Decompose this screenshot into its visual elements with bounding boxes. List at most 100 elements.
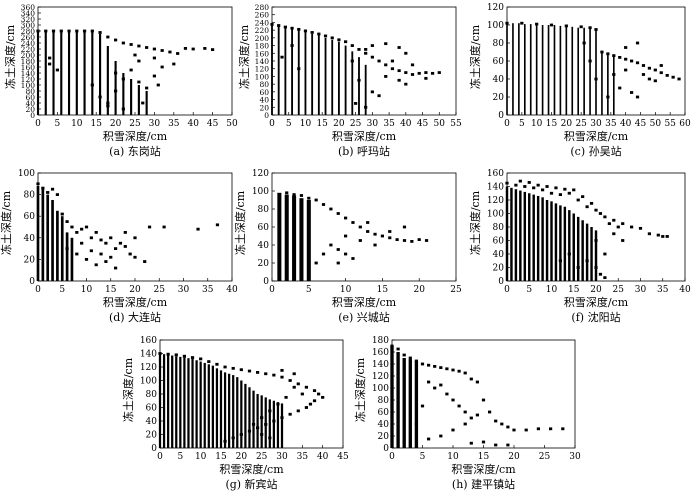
data-point [44, 29, 48, 33]
data-band [532, 194, 535, 281]
data-point [514, 183, 518, 187]
data-point [505, 181, 509, 185]
x-axis-label: 积雪深度/cm [103, 295, 168, 309]
x-tick-label: 0 [389, 452, 395, 462]
y-tick-label: 0 [29, 277, 35, 287]
y-tick-label: 40 [24, 234, 36, 244]
data-point [270, 22, 274, 26]
data-point [283, 25, 287, 29]
data-point [145, 86, 149, 90]
data-band [505, 186, 509, 281]
data-band [183, 357, 186, 448]
y-tick-label: 80 [259, 80, 269, 89]
data-point [370, 90, 374, 94]
chart-caption: (h) 建平镇站 [452, 477, 515, 491]
data-point [55, 193, 59, 196]
y-tick-label: 300 [21, 21, 36, 30]
data-point [621, 239, 625, 242]
y-tick-label: 100 [140, 377, 157, 387]
x-tick-label: 25 [154, 285, 166, 295]
data-point [256, 371, 260, 374]
x-tick-label: 0 [504, 285, 510, 295]
y-tick-label: 20 [24, 255, 36, 265]
data-point [506, 425, 510, 429]
data-point [75, 252, 79, 256]
data-point [600, 50, 604, 54]
data-point [598, 272, 603, 276]
x-tick-label: 30 [178, 285, 190, 295]
data-band [276, 402, 280, 448]
data-point [280, 368, 284, 372]
x-tick-label: 10 [447, 452, 459, 462]
data-point [377, 59, 381, 63]
data-point [402, 239, 407, 242]
x-axis-label: 积雪深度/cm [332, 129, 397, 143]
data-point [536, 427, 540, 431]
x-tick-label: 20 [333, 119, 345, 129]
data-point [80, 227, 84, 231]
data-point [598, 212, 603, 215]
data-point [317, 32, 321, 36]
x-tick-label: 10 [81, 285, 93, 295]
data-point [430, 71, 435, 75]
data-point [129, 43, 133, 46]
data-band [506, 23, 508, 116]
data-point [612, 218, 616, 222]
y-axis-label: 冻土深度/cm [237, 24, 251, 89]
x-tick-label: 50 [434, 119, 446, 129]
x-tick-label: 25 [350, 119, 362, 129]
y-tick-label: 100 [487, 21, 504, 31]
chart-3: 0 5 10 15 20 25 30 35 40 45 50 55 60020406080100120积… [468, 3, 691, 158]
x-tick-label: 35 [657, 285, 669, 295]
y-tick-label: 340 [21, 9, 36, 18]
data-point [397, 69, 401, 73]
data-point [98, 95, 102, 99]
data-point [358, 225, 362, 229]
data-point [523, 185, 527, 188]
data-point [594, 77, 598, 81]
data-band [130, 79, 133, 115]
data-point [420, 404, 425, 408]
y-tick-label: 40 [493, 250, 505, 260]
data-point [215, 223, 220, 227]
x-tick-label: 40 [400, 119, 412, 129]
y-tick-label: 60 [258, 223, 270, 233]
data-band [215, 368, 219, 448]
data-point [166, 352, 170, 356]
x-tick-label: 30 [149, 119, 161, 129]
data-point [451, 368, 455, 372]
data-band [158, 353, 162, 448]
data-point [594, 239, 598, 242]
y-tick-label: 60 [493, 237, 505, 247]
data-point [665, 235, 669, 238]
x-axis-label: 积雪深度/cm [332, 295, 397, 309]
data-point [427, 380, 431, 384]
data-band [571, 26, 574, 115]
y-tick-label: 0 [498, 277, 504, 287]
y-axis-label: 冻土深度/cm [121, 357, 135, 422]
data-band [541, 197, 544, 281]
data-point [55, 68, 59, 72]
data-point [630, 91, 634, 94]
y-tick-label: 20 [259, 103, 269, 112]
y-tick-label: 100 [372, 384, 389, 394]
data-point [535, 22, 539, 26]
y-tick-label: 120 [21, 75, 36, 84]
data-point [481, 440, 486, 444]
data-point [145, 46, 149, 49]
y-tick-label: 160 [487, 169, 504, 179]
y-tick-label: 40 [146, 417, 158, 427]
data-point [563, 187, 567, 191]
data-point [606, 95, 610, 99]
data-point [451, 398, 455, 402]
data-band [145, 91, 148, 115]
y-tick-label: 280 [21, 27, 36, 36]
data-point [36, 182, 40, 186]
data-point [656, 233, 660, 237]
y-tick-label: 180 [255, 42, 270, 51]
data-band [565, 26, 568, 115]
data-point [174, 353, 178, 357]
data-point [366, 221, 370, 224]
y-tick-label: 40 [493, 75, 505, 85]
data-point [65, 247, 69, 250]
